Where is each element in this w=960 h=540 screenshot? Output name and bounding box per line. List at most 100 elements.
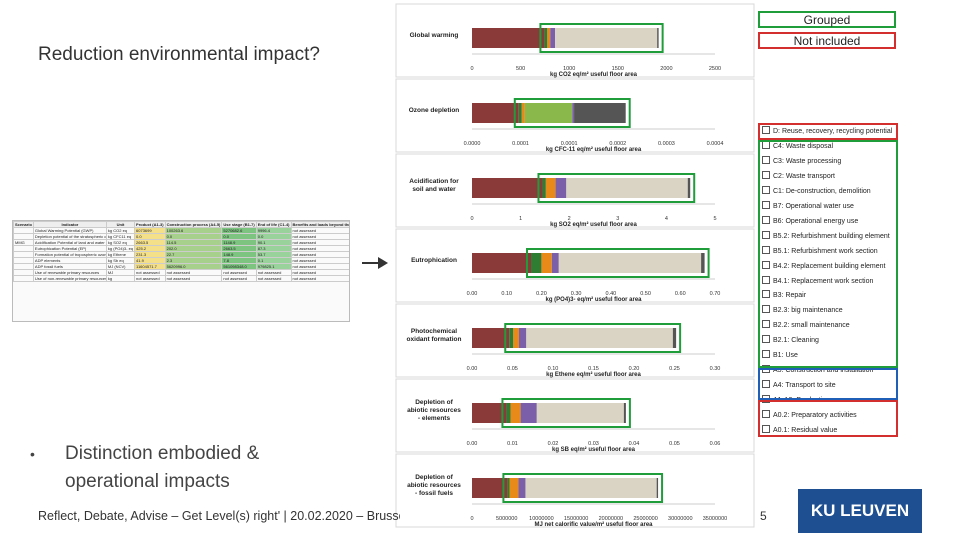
legend-not-included-box: Not included bbox=[758, 32, 896, 49]
bar-segment-a5 bbox=[507, 478, 510, 498]
tick-label: 0.50 bbox=[640, 291, 651, 297]
stage-legend: D: Reuse, recovery, recycling potential C… bbox=[758, 123, 898, 437]
legend-frame-stage-group bbox=[758, 368, 898, 400]
legend-label: B6: Operational energy use bbox=[773, 217, 859, 225]
table-row: Use of non-renewable primary resources kg… bbox=[13, 275, 349, 282]
bar-segment-b2 bbox=[520, 403, 537, 423]
legend-label: B2.2: small maintenance bbox=[773, 322, 850, 330]
bar-segment-a5 bbox=[509, 328, 514, 348]
chart-label: Depletion of bbox=[415, 399, 453, 406]
legend-label: A0.2: Preparatory activities bbox=[773, 412, 857, 420]
tick-label: 0 bbox=[470, 66, 473, 72]
grouped-highlight-frame bbox=[502, 473, 664, 503]
table-row: Global Warming Potential (GWP) kg CO2 eq 6… bbox=[13, 227, 349, 234]
tick-label: 0.30 bbox=[571, 291, 582, 297]
grouped-highlight-frame bbox=[539, 23, 664, 53]
stage-legend-item: B6: Operational energy use bbox=[762, 215, 898, 225]
legend-label: D: Reuse, recovery, recycling potential bbox=[773, 128, 893, 135]
bar-segment-b6 bbox=[472, 253, 532, 273]
table-row: ADP elements kg Sb eq 41.9 2.3 7.8 0.1 not ass… bbox=[13, 257, 349, 264]
bar-segment-a5 bbox=[531, 253, 542, 273]
x-axis-label: MJ net calorific value/m² useful floor a… bbox=[534, 521, 653, 528]
stage-legend-item: A0.1: Residual value bbox=[762, 425, 898, 434]
legend-swatch bbox=[762, 410, 770, 419]
slide-title: Reduction environmental impact? bbox=[38, 44, 320, 65]
bar-segment-b2 bbox=[551, 253, 559, 273]
table-header-cell: Scenario bbox=[13, 221, 34, 228]
legend-label: B4.2: Replacement building element bbox=[773, 262, 886, 270]
legend-label: B2.1: Cleaning bbox=[773, 337, 819, 345]
legend-label: C4: Waste disposal bbox=[773, 142, 834, 150]
chart-label: oxidant formation bbox=[407, 336, 462, 343]
bar-segment-b6 bbox=[472, 103, 519, 123]
chart-label: Global warming bbox=[410, 32, 459, 39]
table-cell: Depletion potential of the stratospheric… bbox=[32, 233, 107, 240]
x-axis-label: kg Ethene eq/m² useful floor area bbox=[546, 371, 641, 378]
tick-label: 0.03 bbox=[588, 441, 599, 447]
chart-label: Depletion of bbox=[415, 474, 453, 481]
table-cell: Formation potential of tropospheric ozon… bbox=[32, 251, 107, 258]
tick-label: 1500 bbox=[612, 66, 624, 72]
table-header-cell: End of life (C1-4) bbox=[255, 221, 292, 228]
chart-label: soil and water bbox=[412, 186, 456, 193]
tick-label: 30000000 bbox=[668, 516, 692, 522]
legend-label: A5: Construction and installation bbox=[773, 367, 874, 375]
table-header-cell: Construction process (A4-5) bbox=[164, 221, 223, 228]
tick-label: 0.0001 bbox=[512, 141, 529, 147]
table-cell: kg CFC11 eq bbox=[105, 233, 136, 240]
tick-label: 0.30 bbox=[710, 366, 721, 372]
tick-label: 1000 bbox=[563, 66, 575, 72]
bullet-marker: • bbox=[30, 446, 35, 462]
table-row: ADP fossil fuels MJ (NCV) 11604571.7 562099… bbox=[13, 263, 349, 270]
tick-label: 25000000 bbox=[633, 516, 657, 522]
legend-label: B1: Use bbox=[773, 352, 798, 360]
bar-segment-a5 bbox=[518, 103, 522, 123]
legend-swatch bbox=[762, 335, 770, 344]
tick-label: 0 bbox=[470, 216, 473, 222]
tick-label: 5000000 bbox=[496, 516, 517, 522]
tick-label: 20000000 bbox=[599, 516, 623, 522]
legend-label: B5.2: Refurbishment building element bbox=[773, 232, 890, 240]
tick-label: 0.25 bbox=[669, 366, 680, 372]
legend-swatch bbox=[762, 170, 770, 179]
bar-segment-b4 bbox=[545, 178, 556, 198]
legend-swatch bbox=[762, 200, 770, 209]
bar-segment-a1-a3 bbox=[566, 178, 688, 198]
table-cell bbox=[13, 275, 34, 282]
legend-frame-grouped bbox=[758, 140, 898, 368]
bar-segment-a1-a3 bbox=[526, 328, 673, 348]
table-header-cell: Benefits and loads beyond the system bou… bbox=[290, 221, 349, 228]
legend-swatch bbox=[762, 126, 770, 134]
impact-table: Scenario Indicator Unit Product (A1-3) Const… bbox=[12, 220, 350, 322]
legend-label: B3: Repair bbox=[773, 292, 807, 300]
table-cell: kg bbox=[105, 275, 136, 282]
bar-segment-b6 bbox=[472, 328, 510, 348]
legend-swatch bbox=[762, 290, 770, 299]
tick-label: 0.60 bbox=[675, 291, 686, 297]
bar-segment-b2 bbox=[572, 103, 575, 123]
table-cell: not assessed bbox=[290, 275, 349, 282]
table-cell: not assessed bbox=[164, 275, 223, 282]
tick-label: 0.04 bbox=[629, 441, 640, 447]
table-row: Eutrophication Potential (EP) kg (PO4)3- … bbox=[13, 245, 349, 252]
bar-segment-a1-a3 bbox=[536, 403, 624, 423]
tick-label: 4 bbox=[665, 216, 668, 222]
legend-label: B4.1: Replacement work section bbox=[773, 277, 874, 285]
tick-label: 2500 bbox=[709, 66, 721, 72]
legend-swatch bbox=[762, 380, 770, 389]
x-axis-label: kg SB eq/m² useful floor area bbox=[552, 446, 636, 453]
tick-label: 0.06 bbox=[710, 441, 721, 447]
tick-label: 1 bbox=[519, 216, 522, 222]
x-axis-label: kg (PO4)3- eq/m² useful floor area bbox=[545, 296, 642, 303]
tick-label: 0.00 bbox=[467, 366, 478, 372]
grouped-highlight-frame bbox=[526, 248, 710, 278]
impact-table-grid: Scenario Indicator Unit Product (A1-3) Const… bbox=[13, 221, 349, 282]
bar-segment-b4 bbox=[541, 253, 552, 273]
chart-label: Eutrophication bbox=[411, 257, 457, 264]
legend-grouped-box: Grouped bbox=[758, 11, 896, 28]
bar-segment-a5 bbox=[542, 178, 546, 198]
stage-legend-item: A0.2: Preparatory activities bbox=[762, 410, 898, 419]
tick-label: 0.0003 bbox=[658, 141, 675, 147]
bar-segment-c bbox=[656, 478, 659, 498]
legend-swatch bbox=[762, 305, 770, 314]
